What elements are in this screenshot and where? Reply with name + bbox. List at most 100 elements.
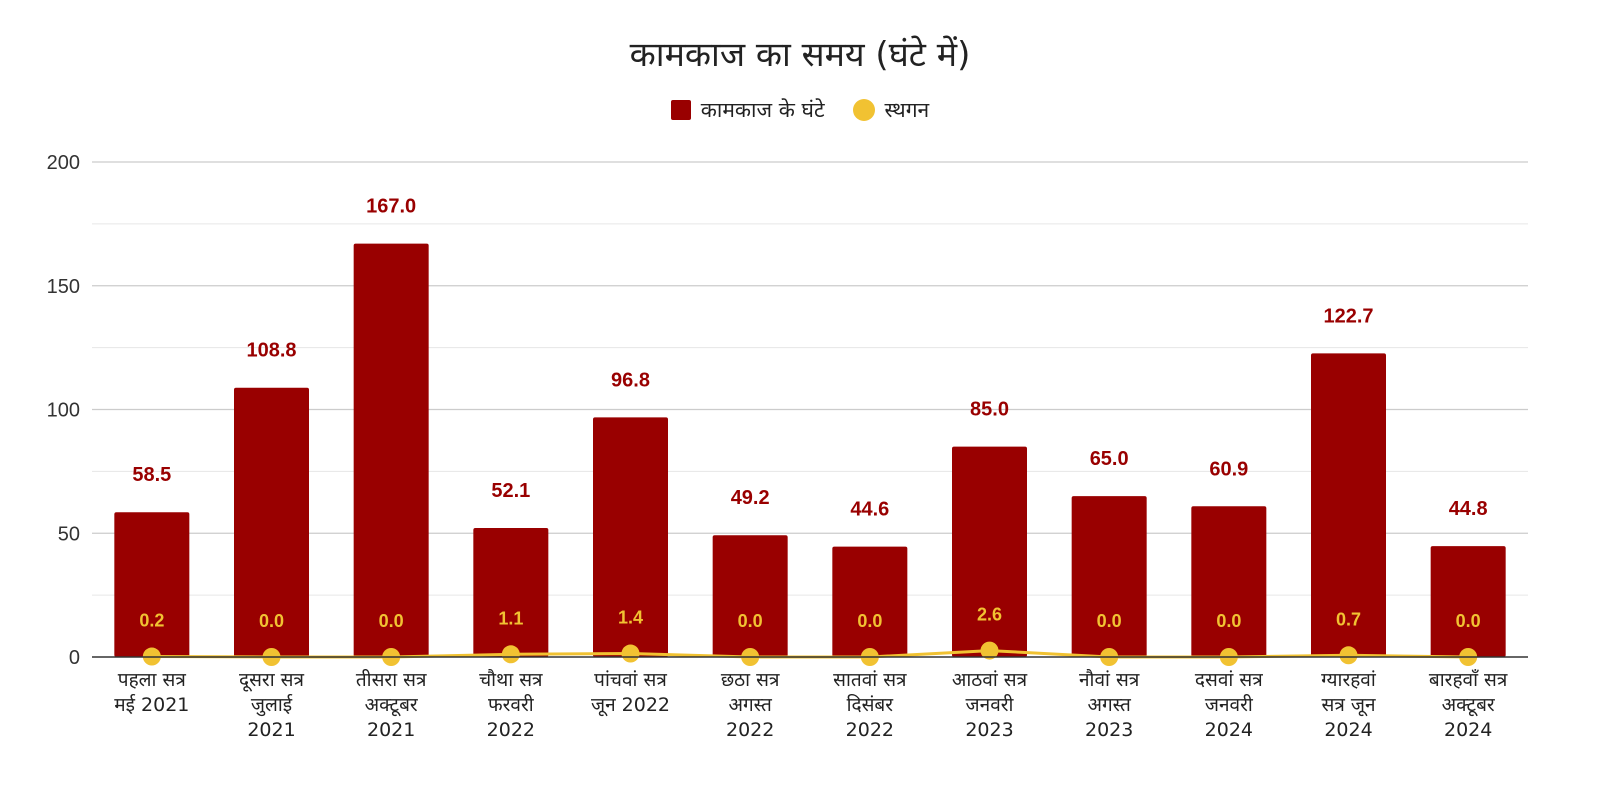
y-tick-label: 0 bbox=[69, 647, 80, 669]
bar-value-label: 65.0 bbox=[1090, 448, 1129, 470]
adjournment-value-label: 0.0 bbox=[857, 611, 882, 631]
legend-item-work-hours[interactable]: कामकाज के घंटे bbox=[670, 96, 825, 124]
adjournment-point bbox=[621, 644, 640, 663]
x-category-label-line: आठवां सत्र bbox=[952, 669, 1028, 691]
axis-layer: 0 50 100 150 200 पहला सत्र मई 2021 दूसरा सत्र जु… bbox=[47, 152, 1528, 741]
legend: कामकाज के घंटे स्थगन bbox=[0, 96, 1600, 124]
adjournment-value-label: 0.0 bbox=[259, 611, 284, 631]
adjournment-value-label: 1.1 bbox=[498, 608, 523, 628]
x-category-label-line: 2023 bbox=[1085, 719, 1133, 741]
adjournment-value-label: 0.2 bbox=[139, 611, 164, 631]
grid-layer bbox=[92, 161, 1528, 596]
x-category-label-line: 2022 bbox=[487, 719, 535, 741]
bar-value-label: 108.8 bbox=[246, 340, 296, 362]
x-category-label: नौवां सत्र अगस्त 2023 bbox=[1079, 668, 1140, 741]
bar-value-label: 85.0 bbox=[970, 399, 1009, 421]
x-category-label-line: जुलाई bbox=[251, 693, 293, 717]
x-category-label-line: फरवरी bbox=[488, 693, 535, 716]
x-category-label-line: तीसरा सत्र bbox=[356, 668, 427, 691]
x-category-label: दसवां सत्र जनवरी 2024 bbox=[1195, 669, 1263, 741]
bar bbox=[832, 546, 908, 657]
legend-label-work-hours: कामकाज के घंटे bbox=[700, 98, 825, 122]
y-tick-label: 100 bbox=[47, 400, 80, 422]
bar bbox=[1071, 496, 1147, 657]
x-category-label-line: 2024 bbox=[1205, 719, 1253, 741]
x-category-label-line: नौवां सत्र bbox=[1079, 668, 1140, 691]
labels-layer: 58.5 108.8 167.0 52.1 96.8 49.2 44.6 85.0 65.0 60… bbox=[132, 196, 1487, 631]
bar-value-label: 122.7 bbox=[1323, 305, 1373, 327]
bar bbox=[114, 512, 190, 657]
x-category-label-line: जून 2022 bbox=[591, 694, 670, 717]
bar-value-label: 96.8 bbox=[611, 369, 650, 391]
x-category-label: आठवां सत्र जनवरी 2023 bbox=[952, 669, 1028, 741]
bar bbox=[1430, 546, 1506, 657]
bar bbox=[712, 535, 788, 657]
bars-layer bbox=[114, 243, 1506, 658]
x-category-label-line: 2021 bbox=[247, 719, 295, 741]
legend-label-adjournment: स्थगन bbox=[884, 98, 930, 122]
bar bbox=[353, 243, 429, 658]
x-category-label: पांचवां सत्र जून 2022 bbox=[591, 669, 670, 717]
x-category-label-line: 2022 bbox=[846, 719, 894, 741]
x-category-label-line: ग्यारहवां bbox=[1321, 669, 1377, 691]
x-category-label-line: 2024 bbox=[1324, 719, 1372, 741]
x-category-label-line: पहला सत्र bbox=[118, 669, 187, 691]
legend-item-adjournment[interactable]: स्थगन bbox=[852, 96, 930, 124]
x-category-label-line: 2024 bbox=[1444, 719, 1492, 741]
x-category-label-line: जनवरी bbox=[966, 693, 1015, 716]
adjournment-point bbox=[980, 641, 999, 660]
x-category-label-line: सातवां सत्र bbox=[833, 669, 907, 691]
x-category-label-line: अगस्त bbox=[728, 694, 773, 716]
bar bbox=[952, 446, 1027, 657]
adjournment-value-label: 1.4 bbox=[618, 608, 643, 628]
adjournment-value-label: 0.0 bbox=[379, 611, 404, 631]
adjournment-point bbox=[1339, 646, 1358, 665]
x-category-label-line: सत्र जून bbox=[1321, 694, 1375, 717]
x-category-label-line: छठा सत्र bbox=[721, 669, 780, 691]
bar bbox=[234, 387, 309, 657]
x-category-label-line: चौथा सत्र bbox=[479, 668, 543, 691]
x-category-label-line: अक्टूबर bbox=[1442, 694, 1496, 717]
x-category-label-line: मई 2021 bbox=[114, 693, 189, 716]
x-category-label-line: 2022 bbox=[726, 719, 774, 741]
x-category-label: चौथा सत्र फरवरी 2022 bbox=[479, 668, 543, 741]
chart-title: कामकाज का समय (घंटे में) bbox=[629, 35, 971, 75]
adjournment-value-label: 2.6 bbox=[977, 605, 1002, 625]
x-category-label: ग्यारहवां सत्र जून 2024 bbox=[1321, 669, 1377, 741]
x-category-label-line: अगस्त bbox=[1087, 694, 1132, 716]
x-category-label-line: 2023 bbox=[965, 719, 1013, 741]
bar bbox=[593, 417, 668, 657]
x-category-label-line: दूसरा सत्र bbox=[239, 669, 305, 692]
bar bbox=[473, 528, 549, 657]
x-category-label: पहला सत्र मई 2021 bbox=[114, 669, 189, 716]
adjournment-value-label: 0.0 bbox=[1216, 611, 1241, 631]
x-category-label-line: पांचवां सत्र bbox=[594, 669, 667, 691]
x-category-label: दूसरा सत्र जुलाई 2021 bbox=[239, 669, 305, 741]
adjournment-value-label: 0.0 bbox=[1456, 611, 1481, 631]
x-category-label-line: 2021 bbox=[367, 719, 415, 741]
bar bbox=[1191, 506, 1267, 657]
bar-value-label: 58.5 bbox=[132, 464, 171, 486]
x-category-label-line: अक्टूबर bbox=[365, 694, 419, 717]
x-category-label-line: जनवरी bbox=[1205, 693, 1254, 716]
x-category-label-line: बारहवाँ सत्र bbox=[1429, 668, 1508, 691]
x-category-label: छठा सत्र अगस्त 2022 bbox=[721, 669, 780, 741]
bar-value-label: 60.9 bbox=[1209, 458, 1248, 480]
y-tick-label: 50 bbox=[58, 523, 80, 545]
bar-value-label: 44.6 bbox=[850, 499, 889, 521]
line-layer bbox=[142, 641, 1478, 666]
bar-value-label: 52.1 bbox=[491, 480, 530, 502]
bar-value-label: 49.2 bbox=[731, 487, 770, 509]
legend-swatch-work-hours bbox=[670, 100, 691, 120]
adjournment-value-label: 0.7 bbox=[1336, 609, 1361, 629]
x-category-label-line: दसवां सत्र bbox=[1195, 669, 1263, 691]
x-category-label-line: दिसंबर bbox=[847, 693, 895, 716]
legend-swatch-adjournment bbox=[852, 99, 875, 121]
bar-value-label: 44.8 bbox=[1449, 498, 1488, 520]
x-category-label: सातवां सत्र दिसंबर 2022 bbox=[833, 669, 907, 741]
bar bbox=[1311, 353, 1386, 657]
x-category-label: बारहवाँ सत्र अक्टूबर 2024 bbox=[1429, 668, 1508, 741]
x-category-label: तीसरा सत्र अक्टूबर 2021 bbox=[356, 668, 427, 741]
